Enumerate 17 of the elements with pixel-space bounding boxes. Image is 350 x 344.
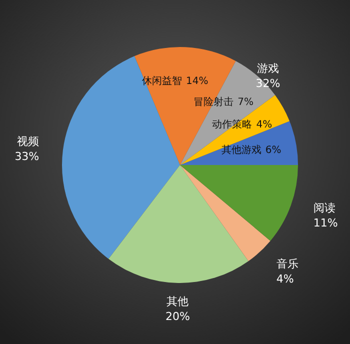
slice-label: 其他游戏 [221, 144, 262, 156]
slice-label: 音乐 [276, 257, 298, 270]
slice-label: 视频 [17, 135, 40, 148]
data-label: 33% [14, 150, 40, 164]
data-label: 14% [186, 76, 208, 88]
text: 游戏 [257, 62, 279, 75]
data-label: 4% [276, 272, 294, 286]
data-label: 4% [256, 120, 272, 131]
data-label: 20% [166, 310, 190, 323]
text: 32% [256, 77, 280, 90]
slice-label: 冒险射击 [194, 96, 234, 108]
slice-label: 动作策略 [212, 118, 252, 131]
data-label: 7% [238, 96, 254, 108]
data-label: 11% [313, 216, 338, 230]
slice-label: 其他 [166, 294, 189, 308]
data-label: 6% [265, 144, 282, 156]
slice-label: 阅读 [313, 202, 336, 215]
